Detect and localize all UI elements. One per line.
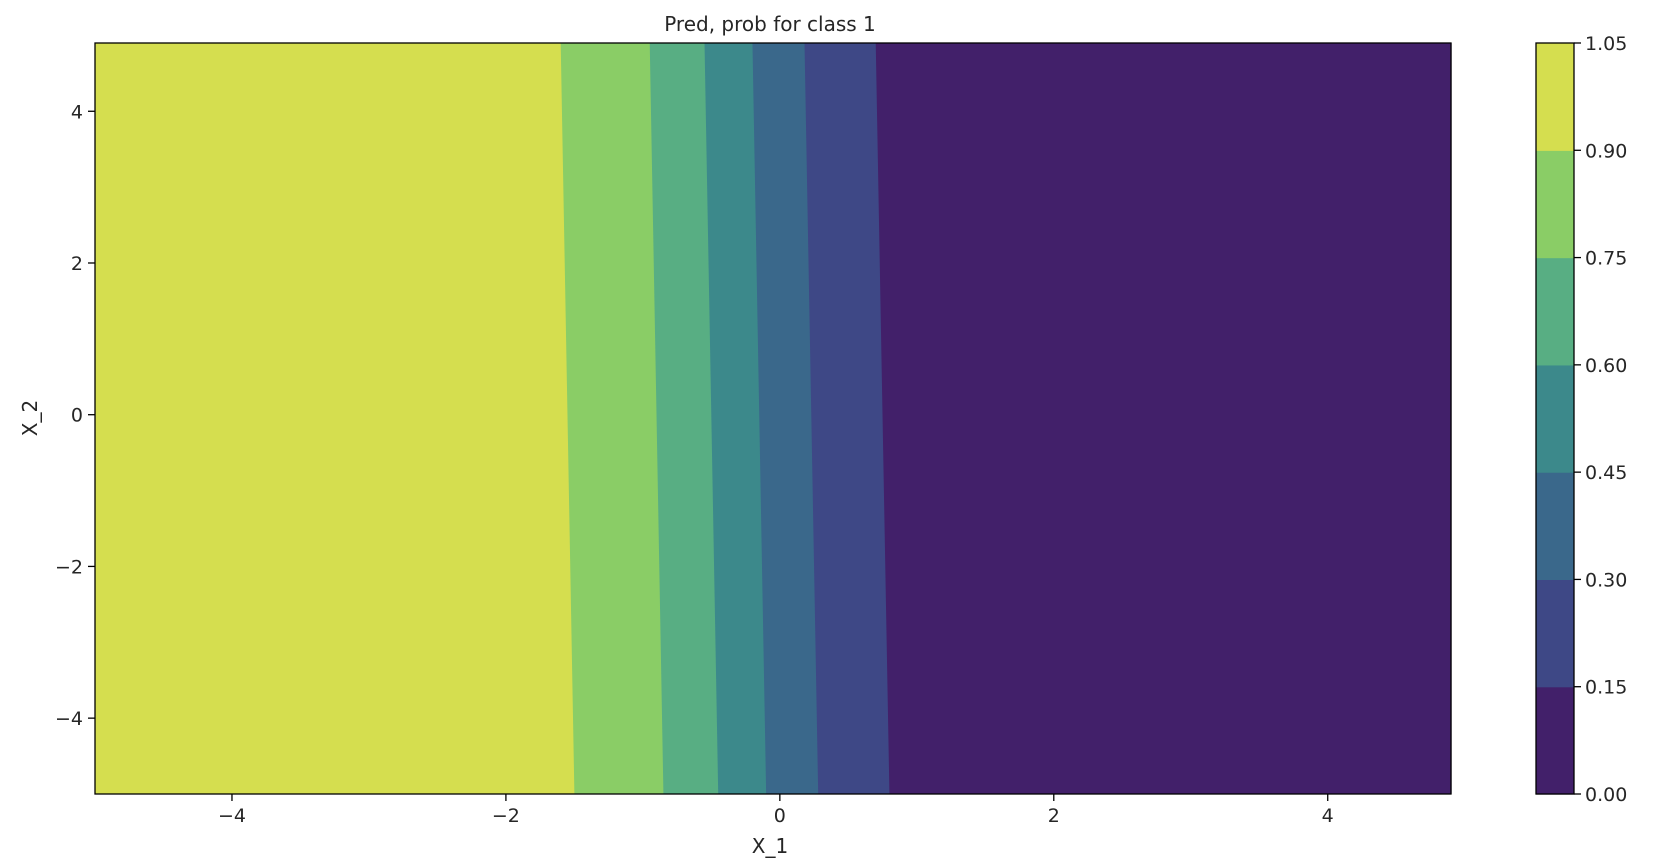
colorbar-segment [1536, 686, 1574, 795]
contour-band [95, 43, 575, 794]
plot-frame [94, 42, 1452, 795]
colorbar-segment [1536, 579, 1574, 688]
x-tick-label: −2 [492, 805, 520, 827]
contour-band [875, 43, 1452, 794]
colorbar-tick-label: 1.05 [1585, 33, 1627, 55]
y-tick-label: 2 [71, 253, 83, 275]
colorbar-frame [1535, 42, 1575, 795]
y-tick-label: −4 [55, 708, 83, 730]
colorbar-segment [1536, 364, 1574, 473]
y-tick-label: 0 [71, 405, 83, 427]
contour-band [560, 43, 665, 794]
x-axis-label: X_1 [752, 834, 788, 858]
colorbar-tick-label: 0.30 [1585, 569, 1627, 591]
colorbar-ticks: 0.00 0.15 0.30 0.45 0.60 0.75 0.90 1.05 [1574, 33, 1627, 806]
colorbar-tick-label: 0.00 [1585, 784, 1627, 806]
x-tick-label: 2 [1048, 805, 1060, 827]
colorbar-segment [1536, 43, 1574, 151]
chart-title: Pred, prob for class 1 [664, 12, 876, 36]
colorbar [1536, 43, 1574, 795]
y-axis-label: X_2 [18, 400, 42, 436]
contour-band [752, 43, 819, 794]
x-tick-label: 0 [774, 805, 786, 827]
colorbar-tick-label: 0.90 [1585, 140, 1627, 162]
x-axis: −4 −2 0 2 4 [218, 794, 1334, 827]
colorbar-segment [1536, 472, 1574, 581]
colorbar-segment [1536, 257, 1574, 366]
contour-band [704, 43, 767, 794]
colorbar-tick-label: 0.60 [1585, 355, 1627, 377]
y-axis: 4 2 0 −2 −4 [55, 101, 95, 730]
colorbar-tick-label: 0.75 [1585, 248, 1627, 270]
contour-bands [95, 43, 1452, 794]
contour-band [649, 43, 719, 794]
x-tick-label: 4 [1322, 805, 1334, 827]
colorbar-tick-label: 0.45 [1585, 462, 1627, 484]
contour-band [804, 43, 891, 794]
colorbar-tick-label: 0.15 [1585, 677, 1627, 699]
y-tick-label: 4 [71, 101, 83, 123]
colorbar-segment [1536, 150, 1574, 259]
y-tick-label: −2 [55, 556, 83, 578]
x-tick-label: −4 [218, 805, 246, 827]
